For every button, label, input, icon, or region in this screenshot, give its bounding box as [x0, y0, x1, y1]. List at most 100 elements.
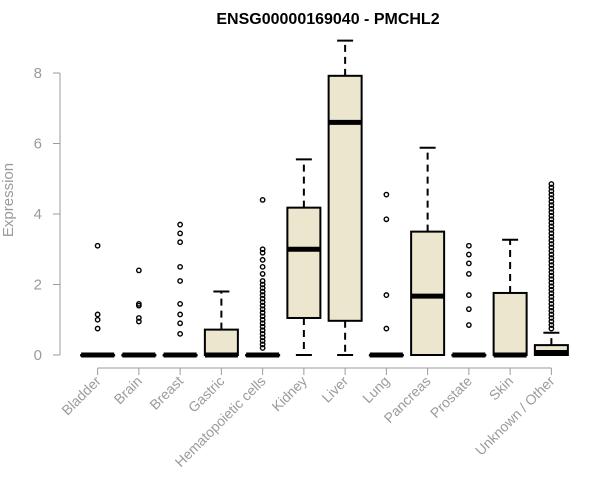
outlier-point: [465, 260, 472, 267]
outlier-point: [465, 242, 472, 249]
x-tick-label: Liver: [318, 373, 351, 406]
outlier-point: [259, 263, 266, 270]
outlier-point: [177, 311, 184, 318]
box-series: [80, 39, 569, 358]
box-kidney: [286, 158, 322, 356]
box-iqr: [327, 74, 363, 322]
outlier-point: [548, 262, 555, 269]
outlier-point: [94, 316, 101, 323]
outlier-point: [548, 283, 555, 290]
outlier-point: [259, 249, 266, 256]
outlier-point: [548, 293, 555, 300]
outlier-point: [383, 216, 390, 223]
outlier-point: [259, 323, 266, 330]
y-tick-label: 0: [34, 347, 42, 364]
outlier-point: [548, 188, 555, 194]
box-iqr: [410, 230, 446, 356]
outlier-point: [548, 223, 555, 230]
outlier-point: [259, 256, 266, 263]
outlier-point: [548, 297, 555, 304]
outlier-point: [383, 325, 390, 332]
outlier-point: [548, 202, 555, 209]
outlier-point: [548, 276, 555, 283]
outlier-point: [135, 267, 142, 274]
outlier-point: [259, 327, 266, 334]
outlier-point: [259, 271, 266, 277]
outlier-point: [548, 184, 555, 191]
outlier-point: [548, 244, 555, 251]
outlier-point: [259, 299, 266, 306]
x-tick-label: Kidney: [268, 373, 310, 415]
box-unknown-other: [533, 181, 569, 357]
outlier-point: [259, 295, 266, 302]
outlier-point: [177, 239, 184, 246]
outlier-point: [548, 226, 555, 233]
box-skin: [492, 238, 528, 358]
box-hematopoietic-cells: [245, 196, 281, 358]
outlier-point: [94, 311, 101, 318]
outlier-point: [259, 278, 266, 284]
outlier-point: [259, 306, 266, 313]
outlier-point: [465, 251, 472, 258]
y-tick-label: 8: [34, 65, 42, 82]
outlier-point: [135, 315, 142, 321]
outlier-point: [259, 302, 266, 309]
box-brain: [121, 267, 157, 358]
outlier-point: [548, 212, 555, 219]
x-tick-label: Bladder: [58, 373, 104, 419]
x-tick-label: Lung: [359, 373, 392, 406]
box-prostate: [451, 242, 487, 358]
outlier-point: [383, 292, 390, 298]
outlier-point: [548, 315, 555, 321]
outlier-point: [548, 286, 555, 293]
outlier-point: [465, 271, 472, 277]
outlier-point: [177, 230, 184, 237]
outlier-point: [548, 255, 555, 261]
outlier-point: [465, 306, 472, 313]
outlier-point: [259, 292, 266, 298]
y-tick-label: 4: [34, 206, 42, 223]
outlier-point: [259, 285, 266, 291]
outlier-point: [259, 309, 266, 316]
outlier-point: [548, 279, 555, 286]
outlier-point: [259, 337, 266, 344]
outlier-point: [548, 322, 555, 328]
outlier-point: [259, 196, 266, 203]
outlier-point: [259, 341, 266, 348]
y-axis-label: Expression: [0, 163, 17, 237]
box-liver: [327, 39, 363, 356]
outlier-point: [177, 300, 184, 307]
outlier-point: [548, 219, 555, 226]
outlier-point: [548, 265, 555, 272]
x-tick-label: Breast: [146, 373, 186, 413]
outlier-point: [548, 237, 555, 244]
outlier-point: [548, 198, 555, 205]
outlier-point: [177, 263, 184, 270]
outlier-point: [548, 258, 555, 265]
box-breast: [162, 221, 198, 358]
outlier-point: [177, 221, 184, 228]
outlier-point: [177, 320, 184, 327]
box-pancreas: [410, 146, 446, 356]
outlier-point: [548, 216, 555, 223]
y-tick-label: 2: [34, 277, 42, 294]
box-gastric: [203, 290, 239, 358]
box-iqr: [492, 291, 528, 356]
outlier-point: [548, 318, 555, 325]
outlier-point: [177, 278, 184, 284]
outlier-point: [548, 248, 555, 254]
outlier-point: [383, 191, 390, 198]
outlier-point: [259, 246, 266, 253]
box-bladder: [80, 242, 116, 358]
outlier-point: [548, 205, 555, 212]
outlier-point: [259, 316, 266, 323]
box-iqr: [286, 206, 322, 319]
outlier-point: [465, 322, 472, 328]
outlier-point: [135, 300, 142, 307]
outlier-point: [548, 272, 555, 279]
box-lung: [368, 191, 404, 358]
outlier-point: [94, 242, 101, 249]
outlier-point: [259, 330, 266, 337]
